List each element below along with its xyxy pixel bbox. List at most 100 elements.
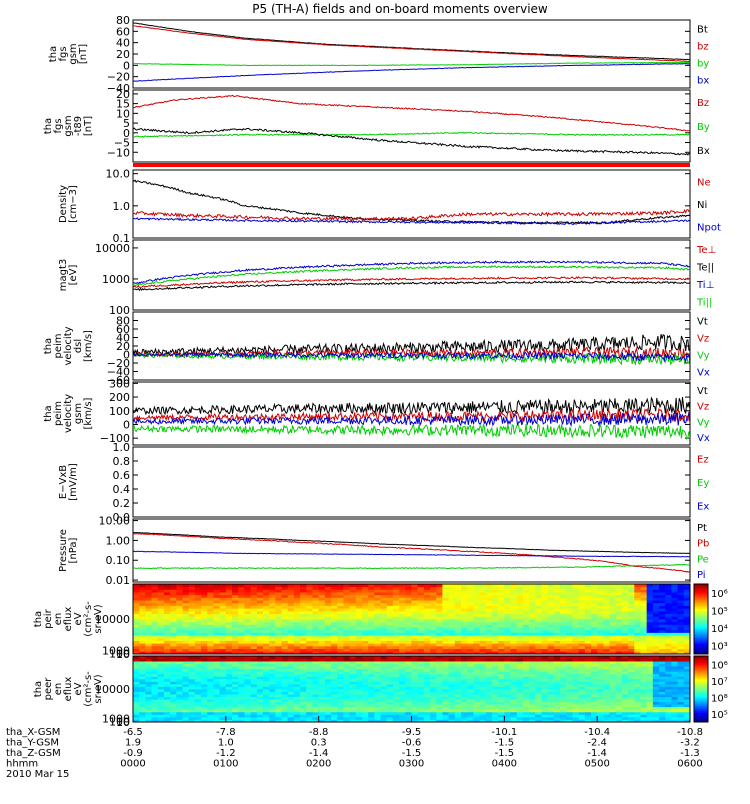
heatmap-cell: [548, 684, 555, 687]
heatmap-cell: [622, 661, 629, 664]
heatmap-cell: [418, 638, 425, 641]
heatmap-cell: [319, 627, 326, 630]
heatmap-cell: [541, 664, 548, 667]
heatmap-cell: [579, 630, 586, 633]
heatmap-cell: [337, 674, 344, 677]
heatmap-cell: [195, 592, 202, 595]
heatmap-cell: [665, 717, 672, 720]
series-line-red: [133, 210, 690, 221]
heatmap-cell: [263, 686, 270, 689]
legend-entry: Pt: [697, 523, 707, 534]
heatmap-cell: [640, 611, 647, 614]
heatmap-cell: [647, 664, 654, 667]
heatmap-cell: [622, 684, 629, 687]
heatmap-cell: [529, 630, 536, 633]
heatmap-cell: [665, 592, 672, 595]
heatmap-cell: [498, 694, 505, 697]
heatmap-cell: [337, 707, 344, 710]
heatmap-cell: [337, 681, 344, 684]
heatmap-cell: [616, 603, 623, 606]
heatmap-cell: [356, 622, 363, 625]
heatmap-cell: [684, 603, 691, 606]
heatmap-cell: [133, 674, 140, 677]
series-group: [133, 23, 690, 82]
heatmap-cell: [647, 649, 654, 652]
heatmap-cell: [201, 717, 208, 720]
heatmap-cell: [523, 686, 530, 689]
heatmap-cell: [152, 641, 159, 644]
heatmap-cell: [251, 684, 258, 687]
heatmap-cell: [356, 702, 363, 705]
heatmap-cell: [628, 712, 635, 715]
heatmap-cell: [529, 689, 536, 692]
heatmap-cell: [133, 697, 140, 700]
heatmap-cell: [232, 671, 239, 674]
heatmap-cell: [374, 597, 381, 600]
heatmap-cell: [195, 595, 202, 598]
heatmap-cell: [294, 664, 301, 667]
heatmap-cell: [473, 638, 480, 641]
heatmap-cell: [436, 643, 443, 646]
heatmap-cell: [220, 679, 227, 682]
heatmap-cell: [659, 707, 666, 710]
heatmap-cell: [529, 712, 536, 715]
heatmap-cell: [591, 638, 598, 641]
heatmap-cell: [603, 603, 610, 606]
heatmap-cell: [368, 624, 375, 627]
heatmap-cell: [306, 587, 313, 590]
heatmap-cell: [350, 611, 357, 614]
heatmap-cell: [251, 608, 258, 611]
heatmap-cell: [145, 666, 152, 669]
heatmap-cell: [486, 684, 493, 687]
y-axis-label: [km/s]: [83, 397, 94, 429]
heatmap-cell: [356, 641, 363, 644]
heatmap-cell: [523, 643, 530, 646]
heatmap-cell: [195, 643, 202, 646]
heatmap-cell: [486, 679, 493, 682]
plot-title: P5 (TH-A) fields and on-board moments ov…: [252, 2, 548, 16]
heatmap-cell: [393, 606, 400, 609]
heatmap-cell: [610, 649, 617, 652]
heatmap-cell: [282, 595, 289, 598]
heatmap-cell: [251, 622, 258, 625]
heatmap-cell: [189, 630, 196, 633]
heatmap-cell: [511, 589, 518, 592]
heatmap-cell: [350, 592, 357, 595]
heatmap-cell: [424, 679, 431, 682]
heatmap-cell: [183, 717, 190, 720]
heatmap-cell: [523, 661, 530, 664]
heatmap-cell: [393, 659, 400, 662]
heatmap-cell: [350, 600, 357, 603]
heatmap-cell: [418, 624, 425, 627]
heatmap-cell: [288, 608, 295, 611]
heatmap-cell: [213, 627, 220, 630]
heatmap-cell: [634, 666, 641, 669]
heatmap-cell: [585, 692, 592, 695]
heatmap-cell: [480, 669, 487, 672]
heatmap-cell: [183, 608, 190, 611]
heatmap-cell: [467, 630, 474, 633]
heatmap-cell: [535, 595, 542, 598]
heatmap-cell: [665, 679, 672, 682]
heatmap-cell: [152, 630, 159, 633]
heatmap-cell: [176, 632, 183, 635]
heatmap-cell: [275, 714, 282, 717]
heatmap-cell: [325, 684, 332, 687]
heatmap-cell: [640, 643, 647, 646]
heatmap-cell: [430, 646, 437, 649]
heatmap-cell: [442, 611, 449, 614]
heatmap-cell: [170, 674, 177, 677]
heatmap-cell: [226, 714, 233, 717]
heatmap-cell: [554, 622, 561, 625]
heatmap-cell: [603, 627, 610, 630]
heatmap-cell: [436, 689, 443, 692]
heatmap-cell: [381, 608, 388, 611]
heatmap-cell: [554, 611, 561, 614]
heatmap-cell: [263, 595, 270, 598]
heatmap-cell: [226, 702, 233, 705]
heatmap-cell: [189, 669, 196, 672]
heatmap-cell: [548, 699, 555, 702]
heatmap-cell: [207, 699, 214, 702]
heatmap-cell: [213, 671, 220, 674]
